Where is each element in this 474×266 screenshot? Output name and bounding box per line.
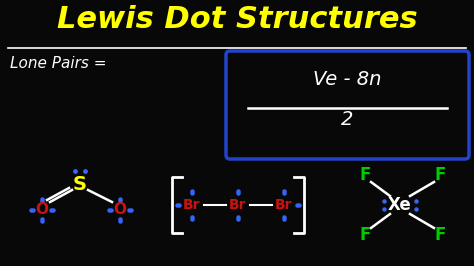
Text: Ve - 8n: Ve - 8n — [313, 70, 382, 89]
Text: F: F — [359, 166, 371, 184]
Text: F: F — [434, 226, 446, 244]
Text: O: O — [113, 202, 127, 218]
Text: S: S — [73, 176, 87, 194]
Text: 2: 2 — [341, 110, 354, 129]
Text: Lone Pairs =: Lone Pairs = — [10, 56, 107, 71]
Text: Br: Br — [183, 198, 201, 212]
Text: Lewis Dot Structures: Lewis Dot Structures — [57, 5, 417, 34]
Text: F: F — [434, 166, 446, 184]
Text: O: O — [36, 202, 48, 218]
Text: Br: Br — [275, 198, 293, 212]
Text: F: F — [359, 226, 371, 244]
Text: Xe: Xe — [388, 196, 412, 214]
Text: Br: Br — [229, 198, 247, 212]
